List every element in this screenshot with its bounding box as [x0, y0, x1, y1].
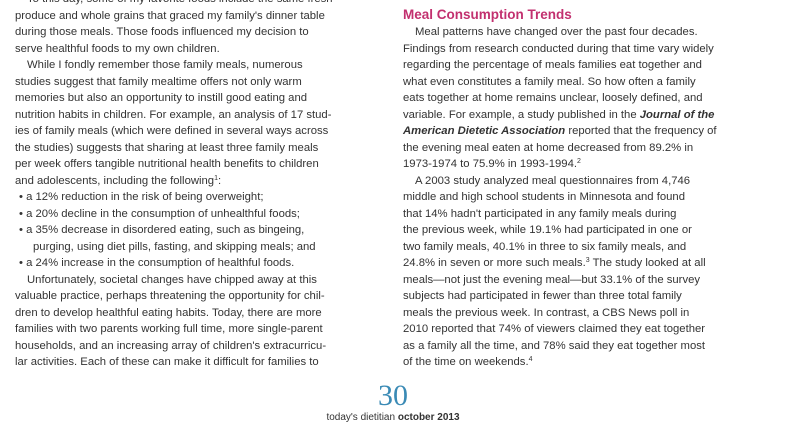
text-run: variable. For example, a study published… — [403, 108, 640, 121]
text-line: regarding the percentage of meals famili… — [403, 59, 702, 71]
text-line: 1973-1974 to 75.9% in 1993-1994.2 — [403, 156, 581, 173]
text-line: A 2003 study analyzed meal questionnaire… — [415, 174, 691, 187]
text-line: dren to develop healthful eating habits.… — [15, 306, 322, 319]
text-line: middle and high school students in Minne… — [403, 191, 685, 203]
text-line: Meal patterns have changed over the past… — [415, 26, 698, 38]
text-run: reported that the frequency of — [565, 125, 717, 137]
text-line: 24.8% in seven or more such meals.3 The … — [403, 255, 706, 272]
footnote-ref: 2 — [577, 158, 581, 165]
text-line: Findings from research conducted during … — [403, 42, 714, 55]
text-line: meals—not just the evening meal—but 33.1… — [403, 273, 701, 286]
text-line: studies suggest that family mealtime off… — [15, 75, 302, 88]
text-line: what even constitutes a family meal. So … — [403, 75, 696, 88]
text-line: the evening meal eaten at home decreased… — [403, 141, 694, 154]
text-line: purging, using diet pills, fasting, and … — [33, 240, 316, 253]
text-line: families with two parents working full t… — [15, 323, 323, 335]
text-line: of the time on weekends.4 — [403, 354, 533, 371]
text-line: that 14% hadn't participated in any fami… — [403, 207, 677, 220]
text-line: American Dietetic Association reported t… — [403, 123, 717, 140]
footer: today's dietitian october 2013 — [0, 412, 786, 423]
text-line: 2010 reported that 74% of viewers claime… — [403, 323, 706, 335]
text-line: To this day, some of my favorite foods i… — [27, 0, 333, 8]
text-line: the previous week, while 19.1% had parti… — [403, 224, 692, 236]
italic-run: American Dietetic Association — [403, 125, 566, 137]
text-line: the studies) suggests that sharing at le… — [15, 141, 319, 154]
text-run: 24.8% in seven or more such meals. — [403, 257, 586, 269]
text-line: subjects had participated in fewer than … — [403, 290, 682, 302]
text-run: 1973-1974 to 75.9% in 1993-1994. — [403, 158, 577, 170]
text-line: serve healthful foods to my own children… — [15, 42, 220, 55]
section-heading: Meal Consumption Trends — [403, 7, 572, 22]
text-line: eats together at home remains unclear, l… — [403, 92, 703, 104]
text-run: : — [218, 174, 222, 187]
text-line: variable. For example, a study published… — [403, 107, 714, 124]
text-line: meals the previous week. In contrast, a … — [403, 306, 690, 319]
text-line: per week offers tangible nutritional hea… — [15, 158, 319, 170]
text-line: valuable practice, perhaps threatening t… — [15, 290, 325, 302]
text-line: produce and whole grains that graced my … — [15, 9, 325, 22]
text-line: Unfortunately, societal changes have chi… — [27, 273, 317, 286]
text-line: • a 12% reduction in the risk of being o… — [19, 191, 264, 203]
footnote-ref: 3 — [585, 257, 590, 264]
text-line: lar activities. Each of these can make i… — [15, 356, 319, 368]
italic-run: Journal of the — [639, 108, 715, 121]
text-run: and adolescents, including the following — [15, 174, 215, 187]
text-line: • a 24% increase in the consumption of h… — [19, 257, 295, 269]
issue-date: october 2013 — [397, 412, 460, 423]
magazine-name: today's dietitian — [326, 412, 396, 423]
text-run: of the time on weekends. — [403, 356, 529, 368]
text-line: households, and an increasing array of c… — [15, 339, 327, 352]
text-line: ies of family meals (which were defined … — [15, 125, 329, 137]
text-line: • a 20% decline in the consumption of un… — [19, 207, 300, 220]
footnote-ref: 1 — [214, 174, 218, 182]
text-line: during those meals. Those foods influenc… — [15, 26, 309, 38]
text-line: memories but also an opportunity to inst… — [15, 92, 308, 104]
text-line: two family meals, 40.1% in three to six … — [403, 240, 687, 253]
text-line: While I fondly remember those family mea… — [27, 59, 303, 71]
text-line: nutrition habits in children. For exampl… — [15, 108, 332, 121]
text-line: • a 35% decrease in disordered eating, s… — [19, 224, 305, 236]
text-line: as a family all the time, and 78% said t… — [403, 339, 706, 352]
footnote-ref: 4 — [528, 356, 533, 363]
text-line: and adolescents, including the following… — [15, 173, 221, 190]
page-number: 30 — [378, 379, 408, 412]
text-run: The study looked at all — [589, 257, 706, 269]
